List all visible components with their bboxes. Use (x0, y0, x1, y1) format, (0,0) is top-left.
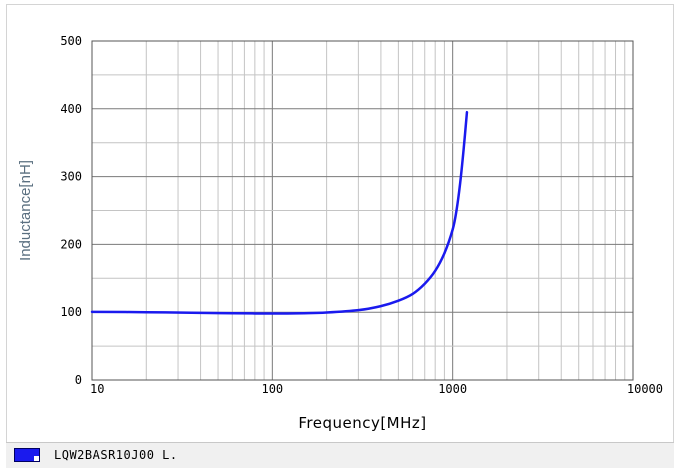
y-tick-label: 500 (60, 34, 82, 48)
x-tick-label: 10000 (627, 382, 663, 396)
legend-series-label: LQW2BASR10J00 L. (54, 448, 178, 462)
legend-swatch-notch (34, 456, 39, 461)
y-tick-label: 100 (60, 305, 82, 319)
y-tick-label: 200 (60, 237, 82, 251)
series-line (90, 110, 469, 315)
legend-swatch[interactable] (14, 448, 40, 462)
x-tick-label: 100 (261, 382, 283, 396)
y-tick-label: 300 (60, 170, 82, 184)
x-tick-label: 1000 (438, 382, 467, 396)
y-tick-label: 0 (75, 373, 82, 387)
plot-border (91, 40, 634, 381)
chart-frame (6, 4, 674, 466)
grid (91, 40, 633, 381)
x-axis-label: Frequency[MHz] (298, 414, 426, 432)
y-axis-label: Inductance[nH] (17, 160, 34, 261)
x-tick-label: 10 (90, 382, 104, 396)
series-group (90, 110, 469, 315)
y-tick-labels: 0 100 200 300 400 500 (60, 34, 82, 387)
y-tick-label: 400 (60, 102, 82, 116)
legend-bar (6, 442, 674, 468)
x-tick-labels: 10 100 1000 10000 (90, 382, 663, 396)
